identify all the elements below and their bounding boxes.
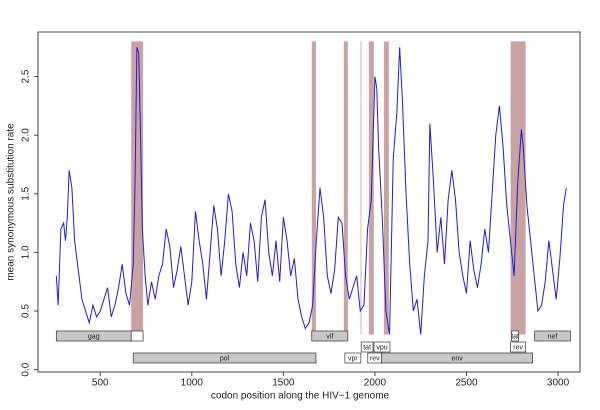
gene-label: tat xyxy=(363,344,371,351)
gene-label: nef xyxy=(548,333,558,340)
gene-box xyxy=(534,330,571,342)
plot-frame xyxy=(37,31,581,373)
gene-label: vpu xyxy=(376,344,387,351)
gene-box xyxy=(344,352,362,364)
gene-box xyxy=(360,341,374,353)
y-tick-label: 2.5 xyxy=(21,69,32,83)
highlight-band xyxy=(343,41,348,335)
y-tick-label: 0.5 xyxy=(21,304,32,318)
gene-box xyxy=(511,330,520,342)
rate-line xyxy=(55,47,567,335)
highlight-band xyxy=(510,41,526,335)
y-tick-label: 1.0 xyxy=(21,245,32,259)
y-axis-label: mean synonymous substitution rate xyxy=(6,123,17,281)
gene-label: vif xyxy=(326,333,333,340)
gene-label: vpr xyxy=(348,355,358,362)
x-axis-label: codon position along the HIV−1 genome xyxy=(211,391,390,402)
gene-label: rev xyxy=(370,355,380,362)
gene-box xyxy=(381,352,533,364)
x-tick-label: 1000 xyxy=(181,378,204,389)
x-tick-label: 1500 xyxy=(272,378,295,389)
y-tick-label: 1.5 xyxy=(21,186,32,200)
x-tick-label: 2500 xyxy=(455,378,478,389)
y-tick-label: 0.0 xyxy=(21,362,32,376)
highlight-band xyxy=(131,41,144,335)
gene-box xyxy=(373,341,391,353)
gene-label: env xyxy=(451,355,463,362)
gene-label: pol xyxy=(220,355,230,362)
x-tick-label: 500 xyxy=(92,378,109,389)
x-tick-label: 3000 xyxy=(547,378,570,389)
gene-label: gag xyxy=(88,333,100,340)
gene-label: tat xyxy=(511,333,519,340)
x-tick-label: 2000 xyxy=(364,378,387,389)
highlight-band xyxy=(311,41,316,335)
highlight-band xyxy=(359,41,362,335)
gene-box xyxy=(130,330,144,342)
y-tick-label: 2.0 xyxy=(21,128,32,142)
gene-box xyxy=(311,330,349,342)
gene-box xyxy=(510,341,526,353)
gene-box xyxy=(132,352,317,364)
highlight-band xyxy=(383,41,389,335)
gene-label: rev xyxy=(513,344,523,351)
